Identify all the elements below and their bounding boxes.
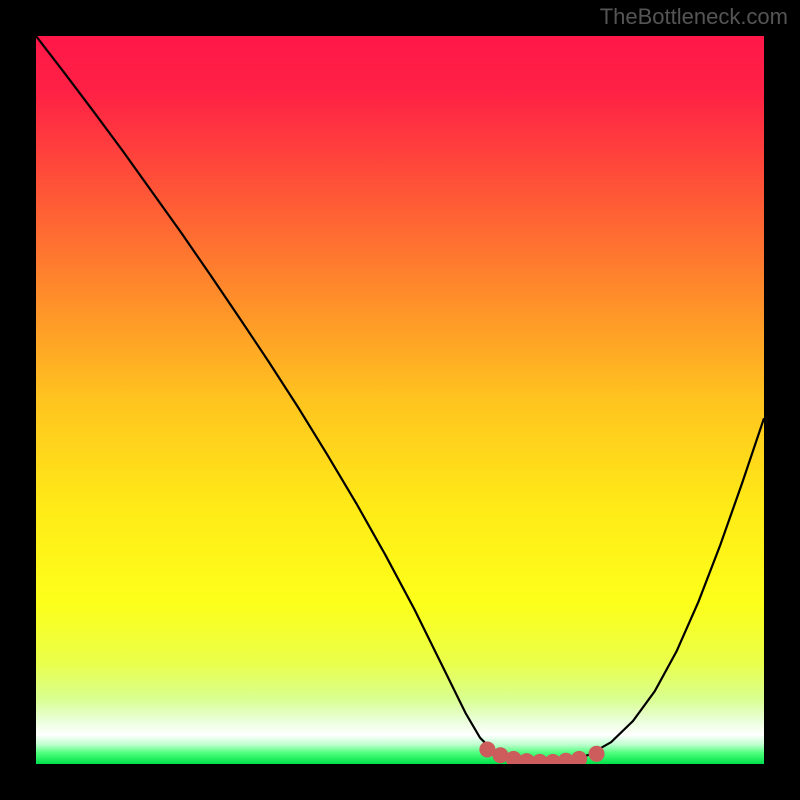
curve-minimum-marker [571,751,587,764]
plot-area [36,36,764,764]
minimum-marker-band [36,36,764,764]
watermark-text: TheBottleneck.com [600,4,788,30]
curve-minimum-marker [589,746,605,762]
